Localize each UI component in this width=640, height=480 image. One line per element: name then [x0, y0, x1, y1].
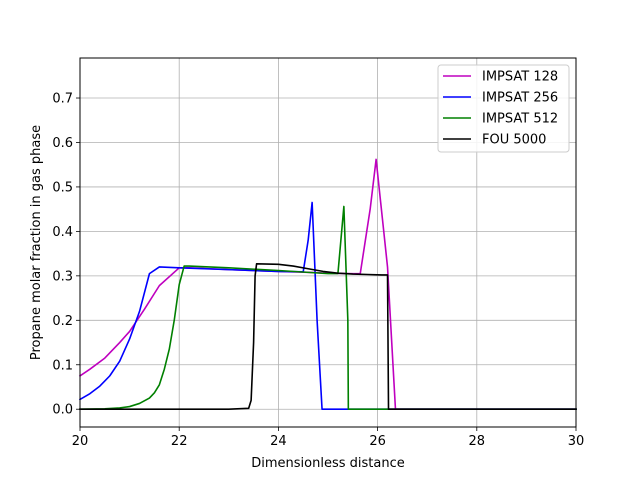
y-tick-label: 0.6 — [52, 136, 73, 151]
x-tick-label: 26 — [369, 434, 386, 449]
y-tick-label: 0.4 — [52, 225, 73, 240]
legend-label: IMPSAT 256 — [482, 91, 558, 106]
axis-ticks: 20 22 24 26 28 30 0.0 0.1 0.2 0.3 0.4 0.5 0.6 0.7 — [52, 92, 584, 449]
legend: IMPSAT 128 IMPSAT 256 IMPSAT 512 FOU 5000 — [437, 64, 570, 153]
legend-label: FOU 5000 — [482, 133, 546, 148]
legend-label: IMPSAT 512 — [482, 112, 558, 127]
series-line-4 — [79, 263, 577, 411]
x-tick-label: 28 — [469, 434, 486, 449]
plot-frame — [79, 57, 577, 428]
y-tick-label: 0.1 — [52, 358, 73, 373]
x-tick-label: 30 — [568, 434, 585, 449]
x-axis-label: Dimensionless distance — [251, 456, 404, 471]
x-tick-label: 20 — [72, 434, 89, 449]
y-tick-label: 0.0 — [52, 403, 73, 418]
series-line-3 — [79, 205, 577, 411]
x-tick-label: 22 — [171, 434, 188, 449]
legend-box — [437, 64, 570, 153]
y-tick-label: 0.5 — [52, 180, 73, 195]
y-axis-label: Propane molar fraction in gas phase — [29, 125, 44, 360]
y-tick-label: 0.3 — [52, 269, 73, 284]
y-tick-label: 0.2 — [52, 314, 73, 329]
grid — [79, 58, 577, 427]
series-lines — [78, 158, 577, 411]
legend-label: IMPSAT 128 — [482, 70, 558, 85]
y-tick-label: 0.7 — [52, 92, 73, 107]
series-line-2 — [78, 201, 577, 411]
x-tick-label: 24 — [270, 434, 287, 449]
